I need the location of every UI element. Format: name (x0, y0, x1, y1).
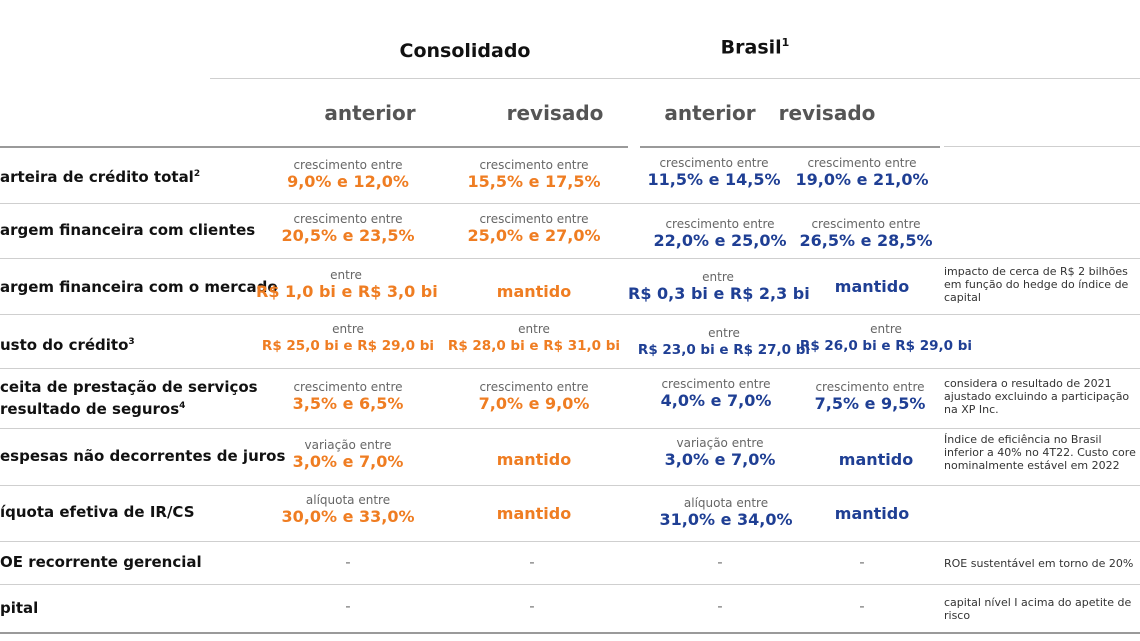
row-divider (0, 428, 1140, 429)
cell-r5-br-rev: crescimento entre 7,5% e 9,5% (814, 380, 926, 413)
cell-r3-cons-ant: entre R$ 1,0 bi e R$ 3,0 bi (256, 268, 438, 301)
column-header-rule-right (640, 146, 940, 148)
cell-r6-br-ant: variação entre 3,0% e 7,0% (664, 436, 776, 469)
note-hedge: impacto de cerca de R$ 2 bilhões em funç… (944, 265, 1129, 304)
cell-r9-br-rev: - (859, 597, 865, 615)
row-label-margem-mercado: argem financeira com o mercado (0, 278, 278, 296)
column-header-rule-notes (944, 146, 1140, 147)
cell-r4-cons-rev: entre R$ 28,0 bi e R$ 31,0 bi (447, 322, 621, 354)
row-label-carteira: arteira de crédito total2 (0, 168, 201, 186)
cell-r1-cons-ant: crescimento entre 9,0% e 12,0% (287, 158, 409, 191)
cell-r2-br-ant: crescimento entre 22,0% e 25,0% (653, 217, 787, 250)
group-title-consolidado: Consolidado (399, 40, 531, 62)
table-bottom-rule (0, 632, 1140, 634)
cell-r5-cons-ant: crescimento entre 3,5% e 6,5% (292, 380, 404, 413)
cell-r1-br-rev: crescimento entre 19,0% e 21,0% (795, 156, 929, 189)
row-label-aliquota: íquota efetiva de IR/CS (0, 503, 195, 521)
note-capital: capital nível I acima do apetite de risc… (944, 596, 1132, 622)
cell-r3-br-rev: mantido (834, 277, 910, 296)
row-divider (0, 584, 1140, 585)
header-divider (210, 78, 1140, 79)
cell-r8-br-rev: - (859, 553, 865, 571)
note-roe: ROE sustentável em torno de 20% (944, 557, 1134, 570)
col-cons-revisado: revisado (506, 101, 604, 125)
cell-r6-cons-ant: variação entre 3,0% e 7,0% (292, 438, 404, 471)
column-header-rule-left (0, 146, 628, 148)
row-label-capital: pital (0, 599, 39, 617)
col-br-revisado: revisado (778, 101, 876, 125)
cell-r8-br-ant: - (717, 553, 723, 571)
cell-r2-br-rev: crescimento entre 26,5% e 28,5% (799, 217, 933, 250)
cell-r8-cons-ant: - (345, 553, 351, 571)
group-title-brasil: Brasil1 (720, 36, 790, 59)
row-divider (0, 258, 1140, 259)
cell-r1-cons-rev: crescimento entre 15,5% e 17,5% (467, 158, 601, 191)
row-divider (0, 203, 1140, 204)
note-eficiencia: Índice de eficiência no Brasil inferior … (944, 433, 1136, 472)
cell-r4-cons-ant: entre R$ 25,0 bi e R$ 29,0 bi (261, 322, 435, 354)
col-cons-anterior: anterior (324, 101, 416, 125)
row-divider (0, 485, 1140, 486)
cell-r4-br-ant: entre R$ 23,0 bi e R$ 27,0 bi (637, 326, 811, 358)
row-label-roe: OE recorrente gerencial (0, 553, 202, 571)
row-divider (0, 314, 1140, 315)
cell-r2-cons-ant: crescimento entre 20,5% e 23,5% (281, 212, 415, 245)
row-label-margem-clientes: argem financeira com clientes (0, 221, 256, 239)
note-xp: considera o resultado de 2021 ajustado e… (944, 377, 1130, 416)
cell-r6-cons-rev: mantido (496, 450, 572, 469)
cell-r1-br-ant: crescimento entre 11,5% e 14,5% (647, 156, 781, 189)
cell-r9-cons-rev: - (529, 597, 535, 615)
row-divider (0, 541, 1140, 542)
row-label-receita-servicos: ceita de prestação de serviços resultado … (0, 378, 258, 418)
cell-r2-cons-rev: crescimento entre 25,0% e 27,0% (467, 212, 601, 245)
cell-r7-cons-rev: mantido (496, 504, 572, 523)
cell-r3-cons-rev: mantido (496, 282, 572, 301)
cell-r9-br-ant: - (717, 597, 723, 615)
row-label-despesas: espesas não decorrentes de juros (0, 447, 286, 465)
cell-r7-cons-ant: alíquota entre 30,0% e 33,0% (281, 493, 415, 526)
cell-r5-br-ant: crescimento entre 4,0% e 7,0% (660, 377, 772, 410)
row-divider (0, 368, 1140, 369)
cell-r5-cons-rev: crescimento entre 7,0% e 9,0% (478, 380, 590, 413)
cell-r9-cons-ant: - (345, 597, 351, 615)
cell-r7-br-ant: alíquota entre 31,0% e 34,0% (659, 496, 793, 529)
cell-r4-br-rev: entre R$ 26,0 bi e R$ 29,0 bi (799, 322, 973, 354)
cell-r7-br-rev: mantido (834, 504, 910, 523)
cell-r3-br-ant: entre R$ 0,3 bi e R$ 2,3 bi (628, 270, 810, 303)
cell-r8-cons-rev: - (529, 553, 535, 571)
col-br-anterior: anterior (664, 101, 756, 125)
cell-r6-br-rev: mantido (838, 450, 914, 469)
row-label-custo-credito: usto do crédito3 (0, 336, 135, 354)
